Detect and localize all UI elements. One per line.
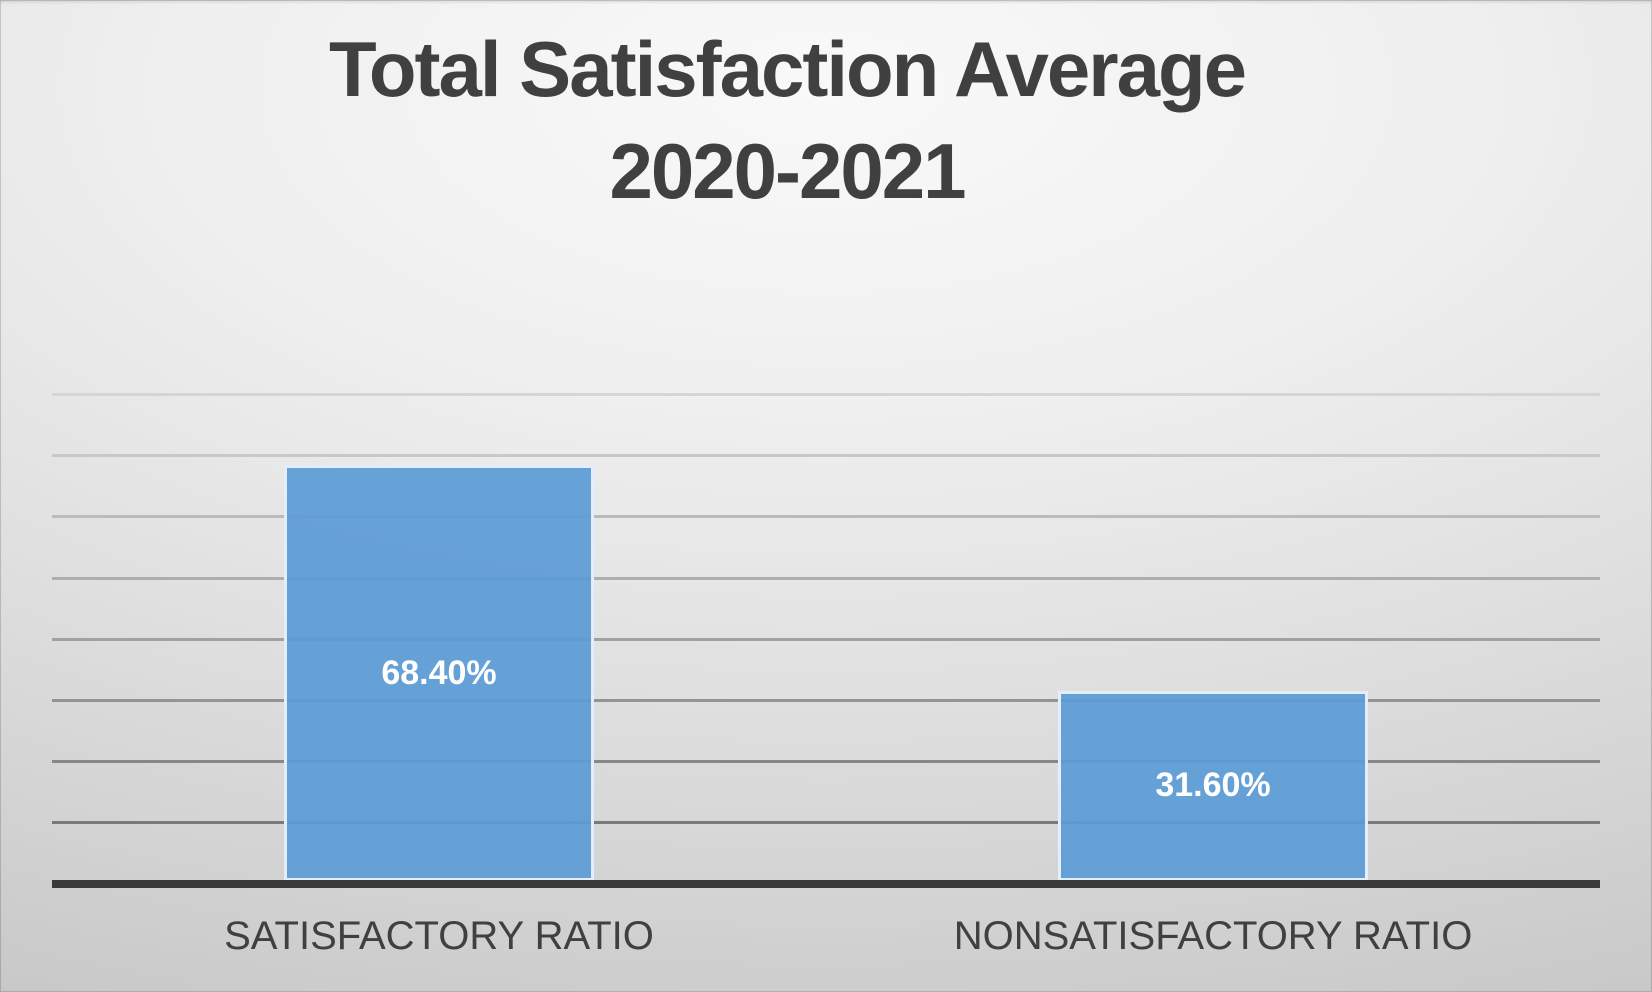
category-label-nonsatisfactory: NONSATISFACTORY RATIO <box>953 914 1473 958</box>
bar-nonsatisfactory: 31.60% <box>1058 690 1368 881</box>
category-label-satisfactory: SATISFACTORY RATIO <box>224 914 654 958</box>
x-axis-line <box>52 880 1600 888</box>
value-label-nonsatisfactory: 31.60% <box>1155 766 1271 805</box>
chart-title-line-1: Total Satisfaction Average <box>328 25 1247 113</box>
gridline-80pct <box>52 392 1600 396</box>
gridline-60pct <box>52 515 1600 519</box>
gridline-30pct <box>52 698 1600 702</box>
bar-satisfactory: 68.40% <box>284 465 594 881</box>
gridline-20pct <box>52 760 1600 764</box>
gridline-10pct <box>52 821 1600 825</box>
chart-title: Total Satisfaction Average 2020-2021 <box>0 18 1574 222</box>
gridline-70pct <box>52 454 1600 458</box>
chart-title-line-2: 2020-2021 <box>609 127 966 215</box>
gridline-40pct <box>52 637 1600 641</box>
gridline-50pct <box>52 576 1600 580</box>
value-label-satisfactory: 68.40% <box>381 653 497 692</box>
